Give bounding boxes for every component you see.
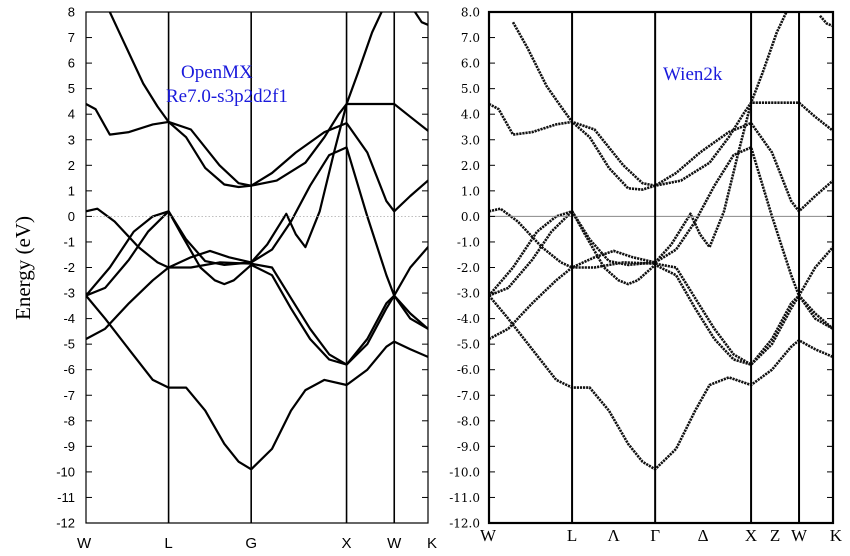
y-tick-label: 8.0	[461, 6, 480, 20]
y-tick-label: -2	[63, 260, 75, 275]
openmx-y-ticks: 8 7 6 5 4 3 2 1 0 -1 -2 -3 -4 -5 -6 -7 -8 -9 -10 -11 -12	[56, 5, 428, 531]
openmx-panel: 8 7 6 5 4 3 2 1 0 -1 -2 -3 -4 -5 -6 -7 -8 -9 -10 -11 -12 W L G…	[56, 5, 437, 553]
openmx-bands	[86, 12, 428, 471]
wien2k-plot-frame	[487, 10, 835, 525]
band-line-8	[413, 12, 428, 26]
band-line-3	[489, 146, 833, 341]
y-tick-label: 5	[68, 81, 75, 96]
y-tick-label: -11	[57, 490, 75, 505]
band-line-4	[489, 101, 833, 297]
band-line-2	[86, 210, 428, 366]
y-tick-label: 7	[68, 30, 75, 45]
y-tick-label: 8	[68, 5, 75, 20]
y-tick-label: -7	[63, 388, 75, 403]
y-tick-label: 7.0	[461, 31, 480, 45]
y-tick-label: -6	[63, 362, 75, 377]
kpoint-label-2: L	[164, 535, 172, 552]
wien2k-panel: 8.0 7.0 6.0 5.0 4.0 3.0 2.0 1.0 0.0 -1.0 -2.0 -3.0 -…	[449, 6, 843, 546]
y-tick-label: -10.0	[449, 465, 480, 479]
y-tick-label: -7.0	[457, 389, 480, 403]
kpoint-label-3: G	[245, 535, 257, 552]
y-tick-label: 4.0	[461, 108, 480, 122]
openmx-label: OpenMX	[181, 62, 253, 83]
y-tick-label: -9	[63, 439, 75, 454]
band-line-7	[511, 12, 788, 187]
y-tick-label: -5	[63, 337, 75, 352]
y-tick-label: 2	[68, 158, 75, 173]
band-line-2	[489, 210, 833, 366]
y-tick-label: -4.0	[457, 312, 480, 326]
y-tick-label: 6	[68, 56, 75, 71]
wien2k-label: Wien2k	[663, 64, 723, 85]
kpoint-label-4: Γ	[650, 526, 660, 545]
y-tick-label: 5.0	[461, 82, 480, 96]
y-tick-label: -8.0	[457, 414, 480, 428]
kpoint-label-1: W	[480, 526, 497, 545]
y-tick-label: -12	[56, 516, 75, 531]
kpoint-label-5: W	[387, 535, 402, 552]
y-tick-label: -10	[56, 464, 75, 479]
openmx-basis-label: Re7.0-s3p2d2f1	[166, 86, 288, 107]
band-line-4	[86, 102, 428, 297]
y-tick-label: 0.0	[461, 210, 480, 224]
band-line-5	[86, 207, 428, 366]
kpoint-label-9: K	[830, 526, 843, 545]
y-tick-label: -9.0	[457, 440, 480, 454]
band-line-8	[819, 14, 833, 28]
wien2k-kpoint-lines	[571, 12, 801, 523]
y-tick-label: 0	[68, 209, 75, 224]
band-line-6	[489, 102, 833, 213]
kpoint-label-6: K	[427, 535, 437, 552]
y-tick-label: -5.0	[457, 338, 480, 352]
y-tick-label: -6.0	[457, 363, 480, 377]
y-tick-label: -1.0	[457, 235, 480, 249]
band-line-1	[489, 294, 833, 471]
y-tick-label: 2.0	[461, 159, 480, 173]
kpoint-label-6: X	[745, 526, 757, 545]
kpoint-label-5: Δ	[698, 526, 709, 545]
kpoint-label-1: W	[77, 535, 92, 552]
y-tick-label: 1	[68, 183, 75, 198]
y-tick-label: -8	[63, 413, 75, 428]
y-tick-label: 1.0	[461, 184, 480, 198]
y-tick-label: 4	[68, 107, 75, 122]
band-line-3	[86, 146, 428, 341]
y-axis-label: Energy (eV)	[11, 216, 35, 320]
kpoint-label-8: W	[791, 526, 808, 545]
openmx-plot-frame	[85, 11, 429, 524]
y-tick-label: -2.0	[457, 261, 480, 275]
y-tick-label: -4	[63, 311, 75, 326]
y-tick-label: 3	[68, 132, 75, 147]
band-line-5	[489, 207, 833, 366]
y-tick-label: -3.0	[457, 287, 480, 301]
y-tick-label: -3	[63, 286, 75, 301]
y-tick-label: 3.0	[461, 133, 480, 147]
y-tick-label: -1	[63, 234, 75, 249]
wien2k-y-ticks: 8.0 7.0 6.0 5.0 4.0 3.0 2.0 1.0 0.0 -1.0 -2.0 -3.0 -…	[449, 6, 833, 531]
openmx-kpoint-lines	[167, 12, 396, 523]
kpoint-label-4: X	[342, 535, 352, 552]
y-tick-label: 6.0	[461, 57, 480, 71]
band-line-1	[86, 294, 428, 471]
y-tick-label: -12.0	[449, 517, 480, 531]
band-line-6	[86, 102, 428, 213]
wien2k-bands	[489, 12, 833, 471]
kpoint-label-2: L	[567, 526, 577, 545]
kpoint-label-7: Z	[770, 526, 780, 545]
kpoint-label-3: Λ	[607, 526, 620, 545]
y-tick-label: -11.0	[449, 491, 480, 505]
